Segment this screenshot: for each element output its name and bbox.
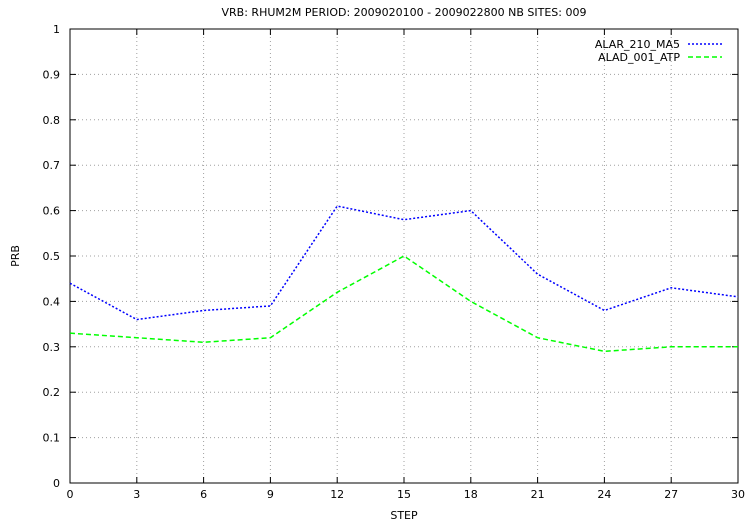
y-tick-label: 1 [53,23,60,36]
y-tick-label: 0.1 [43,432,61,445]
x-tick-label: 30 [731,488,745,501]
x-tick-label: 6 [200,488,207,501]
chart-title: VRB: RHUM2M PERIOD: 2009020100 - 2009022… [222,6,587,19]
series-group [69,205,739,353]
y-tick-label: 0.2 [43,386,61,399]
y-tick-label: 0.4 [43,295,61,308]
y-tick-label: 0.8 [43,114,61,127]
y-tick-label: 0 [53,477,60,490]
y-axis-label: PRB [9,245,22,267]
x-tick-label: 21 [531,488,545,501]
x-axis: 0 3 6 9 12 15 18 21 24 27 30 [67,29,745,501]
x-tick-label: 27 [664,488,678,501]
x-tick-label: 24 [597,488,611,501]
x-tick-label: 12 [330,488,344,501]
x-tick-label: 0 [67,488,74,501]
y-tick-label: 0.6 [43,205,61,218]
x-axis-label: STEP [390,509,418,522]
y-tick-label: 0.5 [43,250,61,263]
grid-lines [70,29,738,483]
legend-label: ALAD_001_ATP [598,51,680,64]
series-line [69,255,738,353]
x-tick-label: 18 [464,488,478,501]
x-tick-label: 9 [267,488,274,501]
y-tick-label: 0.9 [43,68,61,81]
series-line [69,205,739,321]
y-tick-label: 0.7 [43,159,61,172]
y-axis: 0 0.1 0.2 0.3 0.4 0.5 0.6 0.7 0.8 0.9 1 [43,23,738,490]
legend-label: ALAR_210_MA5 [595,38,680,51]
x-tick-label: 3 [133,488,140,501]
x-tick-label: 15 [397,488,411,501]
y-tick-label: 0.3 [43,341,61,354]
